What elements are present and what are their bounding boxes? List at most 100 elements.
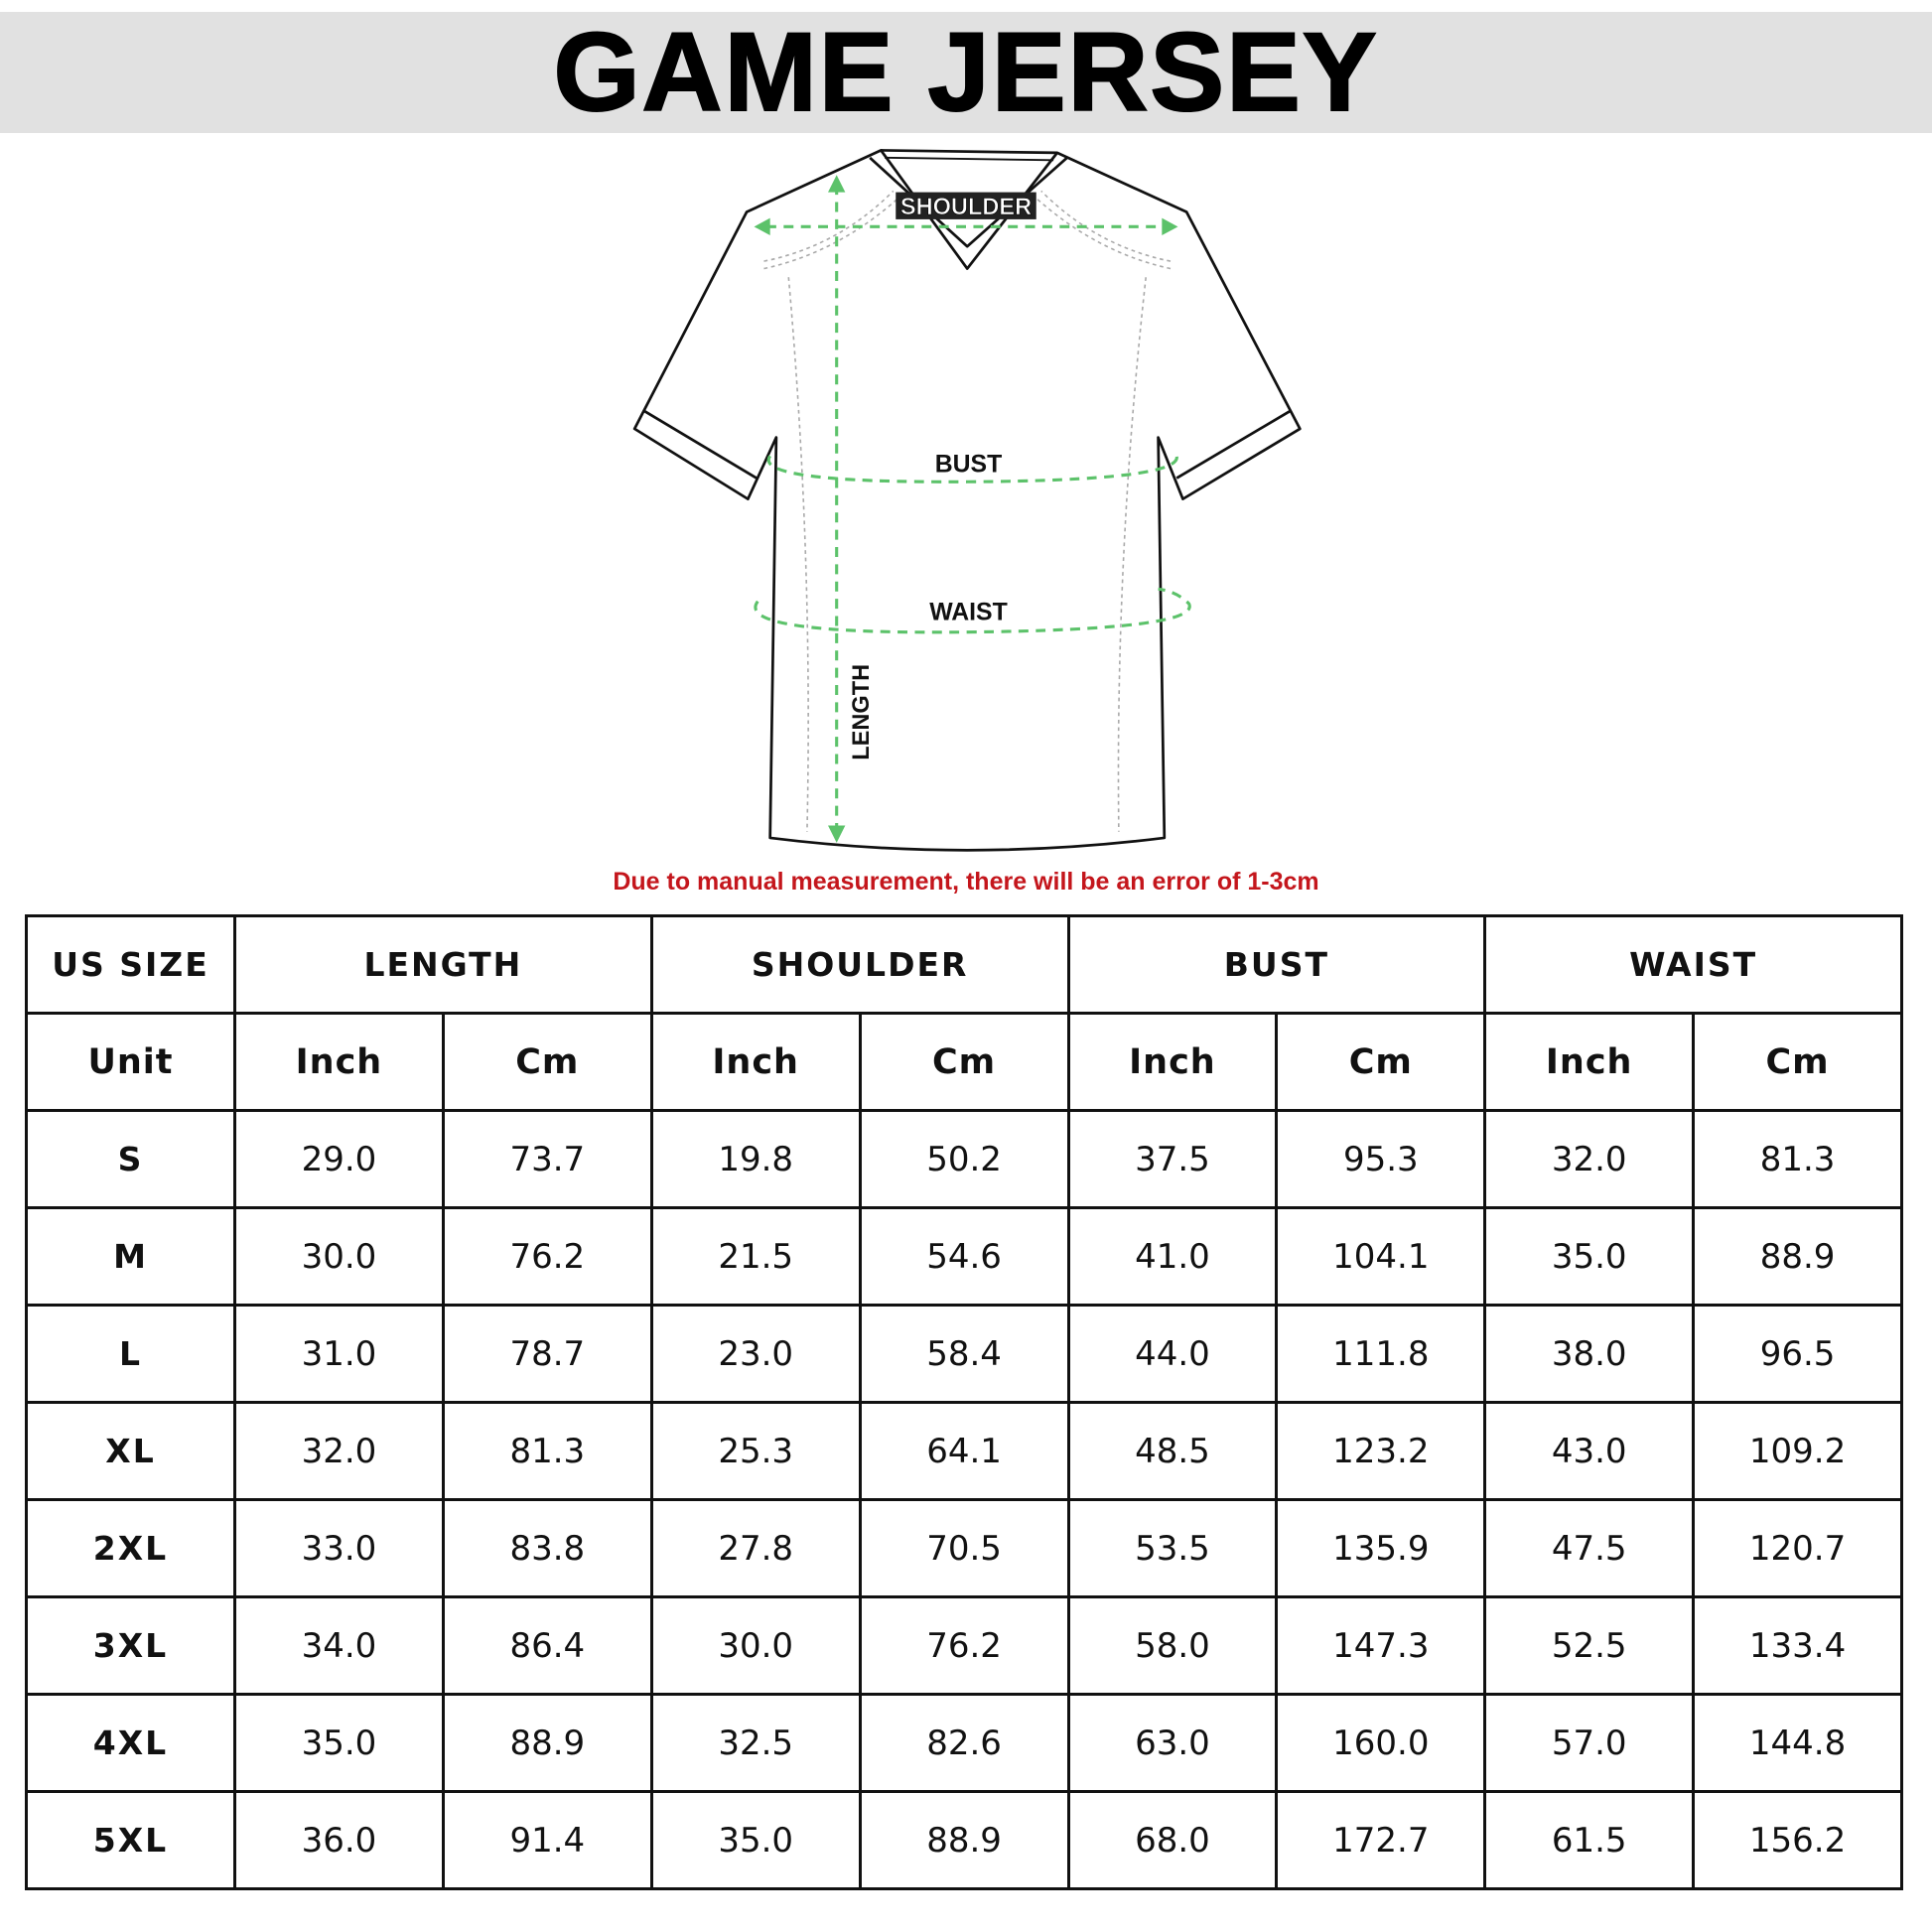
- size-cell: 4XL: [25, 1693, 236, 1793]
- value-cell: 41.0: [1066, 1206, 1279, 1307]
- measure-arrows: [754, 175, 1178, 843]
- group-header: SHOULDER: [649, 914, 1070, 1015]
- value-cell: 32.0: [1483, 1109, 1696, 1209]
- value-cell: 83.8: [441, 1498, 653, 1598]
- value-cell: 104.1: [1275, 1206, 1487, 1307]
- value-cell: 43.0: [1483, 1401, 1696, 1501]
- value-cell: 81.3: [1692, 1109, 1903, 1209]
- value-cell: 32.0: [233, 1401, 445, 1501]
- unit-header-row: Unit Inch Cm Inch Cm Inch Cm Inch Cm: [25, 1012, 1903, 1112]
- value-cell: 58.4: [858, 1304, 1070, 1404]
- value-cell: 47.5: [1483, 1498, 1696, 1598]
- value-cell: 37.5: [1066, 1109, 1279, 1209]
- unit-header: Cm: [858, 1012, 1070, 1112]
- length-label: LENGTH: [848, 664, 874, 760]
- value-cell: 52.5: [1483, 1595, 1696, 1696]
- page-title: GAME JERSEY: [552, 10, 1379, 134]
- value-cell: 147.3: [1275, 1595, 1487, 1696]
- value-cell: 172.7: [1275, 1790, 1487, 1890]
- waist-label: WAIST: [929, 599, 1008, 625]
- table-row: 4XL 35.0 88.9 32.5 82.6 63.0 160.0 57.0 144.8: [25, 1693, 1903, 1793]
- size-cell: XL: [25, 1401, 236, 1501]
- table-row: XL 32.0 81.3 25.3 64.1 48.5 123.2 43.0 109.2: [25, 1401, 1903, 1501]
- value-cell: 63.0: [1066, 1693, 1279, 1793]
- value-cell: 82.6: [858, 1693, 1070, 1793]
- bust-label: BUST: [935, 451, 1003, 478]
- value-cell: 96.5: [1692, 1304, 1903, 1404]
- group-header: WAIST: [1483, 914, 1903, 1015]
- value-cell: 144.8: [1692, 1693, 1903, 1793]
- size-cell: 5XL: [25, 1790, 236, 1890]
- value-cell: 44.0: [1066, 1304, 1279, 1404]
- value-cell: 133.4: [1692, 1595, 1903, 1696]
- shoulder-label-bg: [896, 192, 1036, 219]
- jersey-outline: [632, 149, 1302, 852]
- value-cell: 29.0: [233, 1109, 445, 1209]
- value-cell: 68.0: [1066, 1790, 1279, 1890]
- size-cell: M: [25, 1206, 236, 1307]
- value-cell: 123.2: [1275, 1401, 1487, 1501]
- value-cell: 57.0: [1483, 1693, 1696, 1793]
- value-cell: 38.0: [1483, 1304, 1696, 1404]
- value-cell: 19.8: [649, 1109, 862, 1209]
- group-header: LENGTH: [233, 914, 653, 1015]
- value-cell: 23.0: [649, 1304, 862, 1404]
- unit-header: Cm: [441, 1012, 653, 1112]
- measurement-note: Due to manual measurement, there will be…: [613, 868, 1319, 896]
- value-cell: 76.2: [858, 1595, 1070, 1696]
- value-cell: 27.8: [649, 1498, 862, 1598]
- value-cell: 31.0: [233, 1304, 445, 1404]
- size-header: US SIZE: [25, 914, 236, 1015]
- group-header: BUST: [1066, 914, 1487, 1015]
- title-banner: GAME JERSEY: [0, 12, 1932, 133]
- value-cell: 81.3: [441, 1401, 653, 1501]
- value-cell: 78.7: [441, 1304, 653, 1404]
- value-cell: 34.0: [233, 1595, 445, 1696]
- value-cell: 70.5: [858, 1498, 1070, 1598]
- value-cell: 48.5: [1066, 1401, 1279, 1501]
- value-cell: 30.0: [233, 1206, 445, 1307]
- unit-header: Inch: [233, 1012, 445, 1112]
- value-cell: 35.0: [233, 1693, 445, 1793]
- value-cell: 35.0: [1483, 1206, 1696, 1307]
- value-cell: 88.9: [441, 1693, 653, 1793]
- table-row: L 31.0 78.7 23.0 58.4 44.0 111.8 38.0 96.5: [25, 1304, 1903, 1404]
- shoulder-label: SHOULDER: [900, 194, 1032, 219]
- size-cell: S: [25, 1109, 236, 1209]
- unit-header: Inch: [1483, 1012, 1696, 1112]
- size-chart-table: US SIZE LENGTH SHOULDER BUST WAIST Unit …: [25, 914, 1903, 1890]
- value-cell: 32.5: [649, 1693, 862, 1793]
- measure-lines: [754, 185, 1191, 830]
- value-cell: 88.9: [858, 1790, 1070, 1890]
- value-cell: 109.2: [1692, 1401, 1903, 1501]
- value-cell: 30.0: [649, 1595, 862, 1696]
- value-cell: 33.0: [233, 1498, 445, 1598]
- value-cell: 54.6: [858, 1206, 1070, 1307]
- value-cell: 120.7: [1692, 1498, 1903, 1598]
- value-cell: 64.1: [858, 1401, 1070, 1501]
- value-cell: 36.0: [233, 1790, 445, 1890]
- unit-header: Inch: [649, 1012, 862, 1112]
- value-cell: 61.5: [1483, 1790, 1696, 1890]
- size-cell: 3XL: [25, 1595, 236, 1696]
- table-row: 5XL 36.0 91.4 35.0 88.9 68.0 172.7 61.5 156.2: [25, 1790, 1903, 1890]
- size-cell: 2XL: [25, 1498, 236, 1598]
- unit-header: Inch: [1066, 1012, 1279, 1112]
- table-row: M 30.0 76.2 21.5 54.6 41.0 104.1 35.0 88.9: [25, 1206, 1903, 1307]
- stitch-lines: [763, 190, 1172, 832]
- table-row: 2XL 33.0 83.8 27.8 70.5 53.5 135.9 47.5 120.7: [25, 1498, 1903, 1598]
- value-cell: 86.4: [441, 1595, 653, 1696]
- table-row: 3XL 34.0 86.4 30.0 76.2 58.0 147.3 52.5 133.4: [25, 1595, 1903, 1696]
- value-cell: 88.9: [1692, 1206, 1903, 1307]
- table-row: S 29.0 73.7 19.8 50.2 37.5 95.3 32.0 81.3: [25, 1109, 1903, 1209]
- group-header-row: US SIZE LENGTH SHOULDER BUST WAIST: [25, 914, 1903, 1015]
- value-cell: 95.3: [1275, 1109, 1487, 1209]
- value-cell: 76.2: [441, 1206, 653, 1307]
- value-cell: 35.0: [649, 1790, 862, 1890]
- unit-header: Cm: [1692, 1012, 1903, 1112]
- value-cell: 111.8: [1275, 1304, 1487, 1404]
- value-cell: 21.5: [649, 1206, 862, 1307]
- value-cell: 156.2: [1692, 1790, 1903, 1890]
- value-cell: 58.0: [1066, 1595, 1279, 1696]
